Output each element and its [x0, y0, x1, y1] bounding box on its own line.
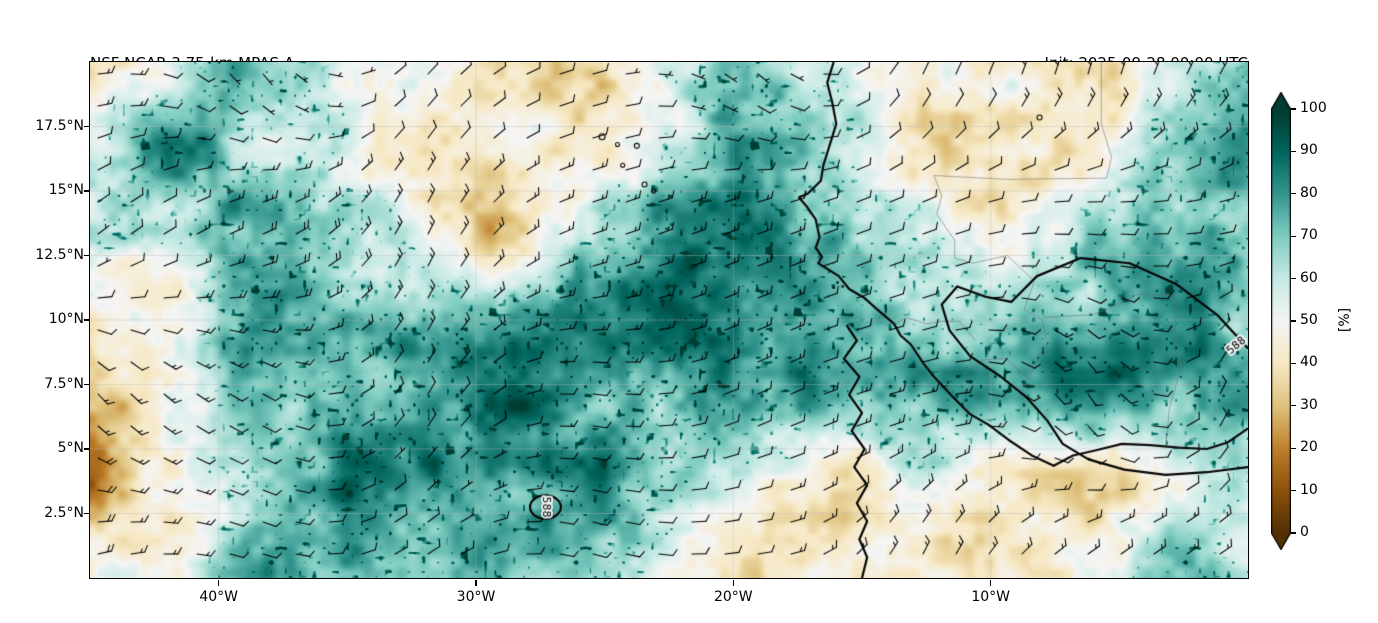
colorbar-tick-label: 20 — [1300, 439, 1318, 456]
x-tick-label: 30°W — [456, 589, 496, 605]
colorbar-tick-label: 0 — [1300, 524, 1309, 540]
colorbar-tick-label: 90 — [1300, 142, 1318, 159]
colorbar-tick-mark — [1291, 490, 1296, 492]
colorbar-tick-label: 70 — [1300, 227, 1318, 244]
x-tick-mark — [732, 580, 735, 586]
colorbar-tick-mark — [1291, 235, 1296, 237]
colorbar-tick-mark — [1291, 150, 1296, 152]
colorbar-tick-label: 40 — [1300, 354, 1318, 371]
y-tick-label: 15°N — [48, 182, 84, 198]
y-tick-mark — [84, 254, 90, 257]
y-tick-mark — [84, 125, 90, 128]
x-tick-label: 10°W — [971, 589, 1010, 605]
colorbar-tick-label: 80 — [1300, 184, 1318, 201]
colorbar-tick-label: 60 — [1300, 269, 1318, 286]
colorbar-tick-label: 30 — [1300, 396, 1318, 413]
y-tick-mark — [84, 319, 90, 321]
y-tick-label: 7.5°N — [44, 375, 84, 392]
colorbar-tick-mark — [1291, 447, 1296, 449]
y-tick-label: 2.5°N — [44, 504, 84, 521]
colorbar-tick-mark — [1291, 532, 1296, 534]
x-tick-mark — [989, 580, 992, 586]
colorbar-tick-mark — [1291, 278, 1296, 280]
x-tick-mark — [217, 580, 220, 586]
colorbar-tick-mark — [1291, 320, 1296, 322]
y-tick-label: 5°N — [57, 440, 84, 456]
colorbar-unit-label: [%] — [1337, 307, 1353, 333]
x-tick-label: 40°W — [199, 589, 238, 605]
y-tick-mark — [84, 448, 90, 450]
y-tick-mark — [84, 190, 90, 192]
colorbar-tick-mark — [1291, 193, 1296, 195]
rh-height-winds-map-canvas — [89, 61, 1249, 579]
colorbar-tick-label: 50 — [1300, 312, 1318, 328]
x-tick-mark — [475, 580, 477, 586]
x-tick-label: 20°W — [713, 589, 753, 605]
colorbar-tick-mark — [1291, 362, 1296, 364]
colorbar-tick-label: 10 — [1300, 481, 1318, 498]
y-tick-label: 12.5°N — [35, 246, 84, 263]
colorbar-tick-label: 100 — [1300, 100, 1327, 116]
y-tick-label: 10°N — [48, 311, 84, 327]
colorbar-gradient — [1271, 92, 1291, 550]
y-tick-label: 17.5°N — [35, 117, 84, 134]
y-tick-mark — [84, 512, 90, 515]
colorbar-tick-mark — [1291, 405, 1296, 407]
colorbar-tick-mark — [1291, 108, 1296, 110]
y-tick-mark — [84, 383, 90, 386]
